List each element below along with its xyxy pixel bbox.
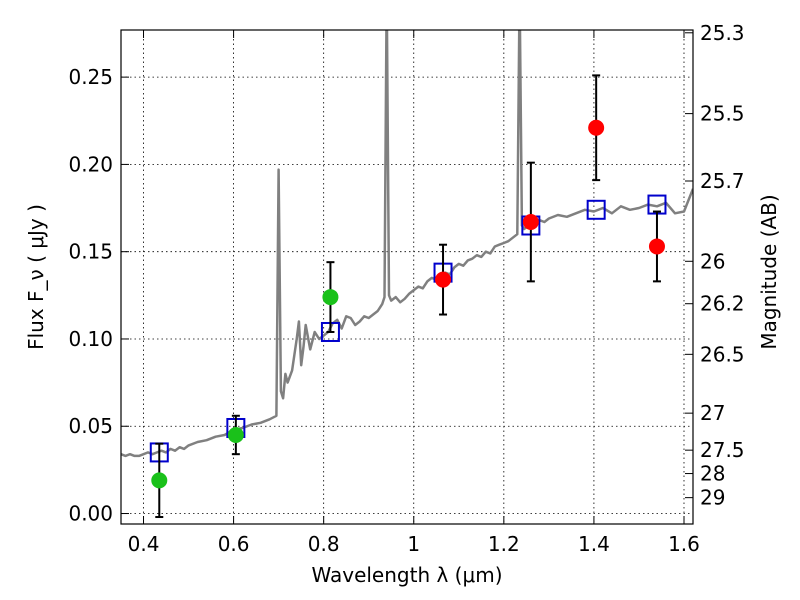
model-photometry-square [586,199,606,220]
y2-axis-title: Magnitude (AB) [757,194,781,349]
grid [121,30,693,524]
series-clipped-group [121,30,693,458]
plot-series [121,30,693,519]
x-tick-label: 0.4 [128,532,160,556]
y-tick-label: 0.25 [68,65,113,89]
y-tick-label: 0.10 [68,327,113,351]
y2-tick-label: 26.5 [700,342,745,366]
x-tick-label: 0.8 [308,532,340,556]
y2-tick-label: 25.3 [700,21,745,45]
observed-point [227,426,244,443]
y2-tick-label: 27 [700,401,725,425]
x-tick-label: 1.4 [578,532,610,556]
spectrum-line [121,30,693,458]
plot-frame [120,29,694,525]
y2-tick-label: 27.5 [700,438,745,462]
y2-tick-label: 26.2 [700,292,745,316]
observed-point [588,119,605,136]
x-tick-label: 1 [407,532,420,556]
y-axis-title: Flux F_ν ( μJy ) [24,204,48,350]
x-tick-label: 1.2 [488,532,520,556]
y-tick-label: 0.20 [68,152,113,176]
y2-tick-label: 29 [700,486,725,510]
y2-tick-label: 28 [700,462,725,486]
observed-point [322,289,339,306]
observed-point [435,271,452,288]
axis-ticks: 0.4 0.6 0.8 1 1.2 1.4 1.6 0.00 0.05 0.10 0.15 0.20 0… [68,21,744,556]
observed-point [151,472,168,489]
x-axis-title: Wavelength λ (μm) [311,563,502,587]
y2-tick-label: 25.7 [700,169,745,193]
observed-point [522,214,539,231]
y2-tick-label: 26 [700,249,725,273]
y2-tick-label: 25.5 [700,102,745,126]
x-tick-label: 1.6 [668,532,700,556]
x-tick-label: 0.6 [218,532,250,556]
observed-point [648,238,665,255]
y-tick-label: 0.15 [68,240,113,264]
y-tick-label: 0.00 [68,502,113,526]
y-tick-label: 0.05 [68,414,113,438]
